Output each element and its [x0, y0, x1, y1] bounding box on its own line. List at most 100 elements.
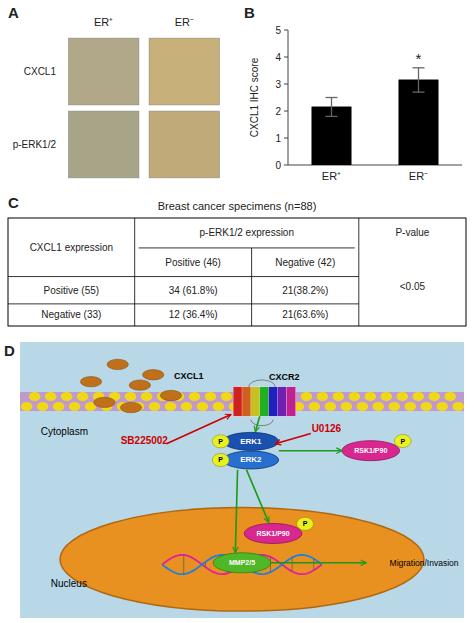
receptor-loop — [251, 420, 273, 426]
axis-title: CXCL1 IHC score — [249, 57, 260, 137]
ligand — [107, 359, 128, 369]
image-placeholder — [68, 38, 139, 105]
lipid-head — [77, 392, 89, 401]
table: CXCL1 expressionp-ERK1/2 expressionP-val… — [8, 218, 466, 326]
lipid-head — [45, 392, 57, 401]
lipid-head — [213, 402, 225, 411]
protein-label: MMP2/5 — [229, 559, 255, 566]
lipid-head — [357, 402, 369, 411]
lipid-head — [444, 392, 456, 401]
panel-label: C — [8, 194, 19, 211]
receptor-helix — [286, 387, 295, 416]
table-cell: 21(63.6%) — [282, 309, 328, 320]
activation-arrow — [246, 470, 268, 523]
protein-label: ERK1 — [240, 437, 262, 446]
phosphate — [297, 517, 314, 530]
lipid-head — [436, 402, 448, 411]
tick — [284, 84, 288, 85]
panel-label: B — [244, 4, 255, 21]
phosphate-label: P — [218, 456, 223, 463]
error-bar — [413, 68, 425, 92]
lipid-head — [309, 402, 321, 411]
receptor-helix — [251, 387, 260, 416]
tick — [284, 30, 288, 31]
lipid-head — [181, 402, 193, 411]
table-cell: p-ERK1/2 expression — [199, 227, 294, 238]
outcome-label: Migration/Invasion — [390, 558, 459, 568]
column-label: ER⁻ — [175, 16, 194, 28]
phosphate — [394, 434, 411, 447]
table-rule — [8, 276, 359, 277]
figure: AER⁺ER⁻CXCL1p-ERK1/2B012345CXCL1 IHC sco… — [0, 0, 474, 623]
inhibitor-label: U0126 — [312, 423, 342, 434]
phosphate — [212, 435, 229, 448]
protein-label: RSK1/P90 — [257, 530, 290, 537]
tick-label: ER⁻ — [409, 170, 428, 182]
lipid-head — [317, 392, 329, 401]
lipid-head — [205, 392, 217, 401]
protein-label: RSK1/P90 — [354, 447, 387, 454]
lipid-head — [221, 392, 233, 401]
protein — [223, 432, 279, 450]
table-cell: <0.05 — [400, 281, 426, 292]
table-frame — [8, 218, 466, 326]
tick-label: 3 — [275, 79, 281, 90]
lipid-head — [452, 402, 464, 411]
dna-rung — [205, 562, 206, 567]
tick-label: 5 — [275, 25, 281, 36]
lipid-head — [397, 392, 409, 401]
lipid-head — [420, 402, 432, 411]
table-cell: Negative (42) — [275, 257, 335, 268]
ligand — [143, 370, 164, 380]
protein — [223, 451, 279, 469]
table-cell: Negative (33) — [41, 309, 101, 320]
activation-arrow — [255, 416, 259, 432]
lipid-head — [21, 402, 33, 411]
lipid-head — [149, 402, 161, 411]
image-placeholder — [149, 38, 220, 105]
table-cell: CXCL1 expression — [30, 242, 113, 253]
table-cell: Positive (55) — [44, 285, 100, 296]
lipid-head — [37, 402, 49, 411]
ligand — [129, 380, 150, 390]
table-cell: 34 (61.8%) — [169, 285, 218, 296]
table-cell: 12 (36.4%) — [169, 309, 218, 320]
lipid-head — [53, 402, 65, 411]
error-bar — [326, 98, 338, 117]
table-cell: Positive (46) — [165, 257, 221, 268]
receptor-helix — [278, 387, 287, 416]
receptor-helix — [242, 387, 251, 416]
tick — [284, 138, 288, 139]
tick — [284, 57, 288, 58]
nucleus — [60, 508, 424, 612]
ligand — [120, 402, 141, 412]
table-title: Breast cancer specimens (n=88) — [158, 200, 317, 212]
column-label: ER⁺ — [94, 16, 113, 28]
bar — [399, 80, 438, 165]
lipid-head — [341, 402, 353, 411]
phosphate — [212, 453, 229, 466]
protein — [244, 523, 302, 543]
lipid-head — [405, 402, 417, 411]
lipid-head — [365, 392, 377, 401]
compartment-label: Nucleus — [51, 578, 87, 589]
table-rule — [134, 218, 135, 326]
activation-arrow — [271, 562, 366, 564]
compartment-label: Cytoplasm — [41, 426, 88, 437]
inhibitor-label: SB225002 — [121, 435, 169, 446]
lipid-head — [428, 392, 440, 401]
dna-rung — [183, 555, 184, 574]
lipid-head — [412, 392, 424, 401]
lipid-head — [141, 392, 153, 401]
lipid-head — [125, 392, 137, 401]
lipid-head — [301, 392, 313, 401]
diagram-label: CXCR2 — [269, 372, 300, 382]
error-cap — [326, 97, 338, 98]
panel-label: A — [8, 4, 19, 21]
row-label: p-ERK1/2 — [13, 139, 57, 150]
ligand — [80, 377, 101, 387]
table-rule — [358, 218, 359, 326]
lipid-head — [325, 402, 337, 411]
inhibition-arrow — [275, 433, 311, 443]
error-cap — [413, 91, 425, 92]
